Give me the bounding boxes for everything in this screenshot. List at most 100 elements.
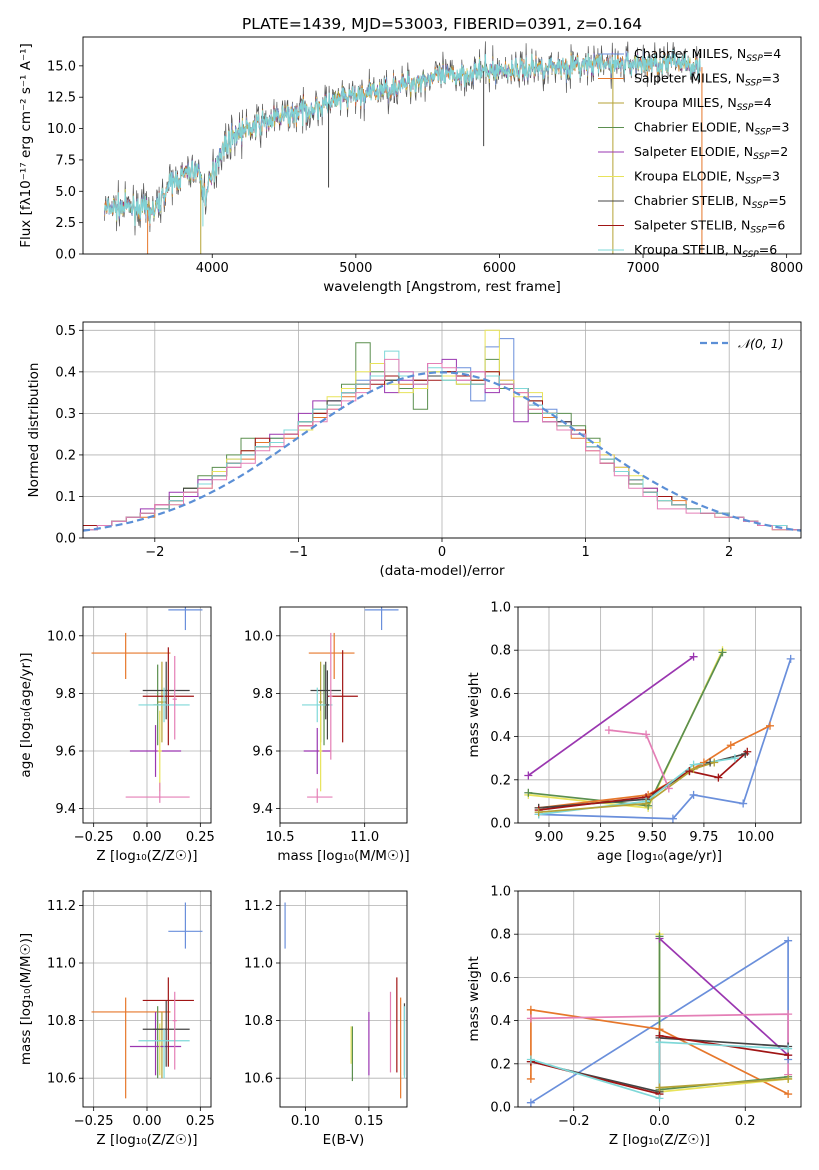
y-axis-label: age [log₁₀(age/yr)] [18,652,34,777]
y-tick-label: 7.5 [55,153,76,168]
series-marker [743,747,752,756]
x-axis-label: Z [log₁₀(Z/Z☉)] [96,1132,197,1148]
chart-age-vs-mass: 10.5 11.0 9.4 9.6 9.8 10.0 mass [log₁₀(M/M☉)] [244,606,410,864]
x-tick-label: 0.0 [649,1114,670,1129]
series-marker [526,1005,535,1014]
series-marker [524,771,533,780]
y-tick-label: 0.0 [55,532,76,547]
plot-area [91,607,203,803]
series-marker [642,799,651,808]
x-tick-label: −0.25 [74,830,114,845]
plot-frame [82,606,212,824]
series-line [658,934,789,1093]
x-tick-label: 0.25 [186,830,215,845]
series-marker [526,1098,535,1107]
chart-mass-vs-EBV: 0.10 0.15 10.6 10.8 11.0 11.2 E(B-V) [244,890,408,1148]
legend-label: Kroupa ELODIE, NSSP=3 [634,169,780,187]
series-marker [689,790,698,799]
series-marker [685,767,694,776]
x-axis-label: E(B-V) [323,1132,365,1148]
y-tick-label: 2.5 [55,216,76,231]
legend-label: Salpeter MILES, NSSP=3 [634,71,780,89]
plot-frame [82,36,802,255]
y-tick-label: 9.8 [55,687,76,702]
plot-area [284,902,406,1099]
series-line [659,1078,789,1089]
plot-area [103,41,703,254]
x-tick-label: 0.25 [186,1114,215,1129]
x-tick-label: 0.00 [133,830,162,845]
y-axis-label: mass [log₁₀(M/M☉)] [18,933,34,1065]
y-tick-label: 9.8 [252,687,273,702]
series-marker [726,741,735,750]
series-marker [689,652,698,661]
series-marker [784,1010,793,1019]
legend-label: Salpeter STELIB, NSSP=6 [634,218,785,236]
y-tick-label: 0.0 [490,817,511,832]
y-tick-label: 9.6 [55,745,76,760]
series-marker [526,1014,535,1023]
x-axis-label: (data-model)/error [379,563,505,579]
x-tick-label: 9.00 [535,830,564,845]
x-tick-label: 0.2 [735,1114,756,1129]
series-marker [668,814,677,823]
y-tick-label: 0.4 [55,365,76,380]
x-tick-label: 2 [725,545,733,560]
y-tick-label: 10.0 [47,122,76,137]
chart-massweight-vs-Z: −0.2 0.0 0.2 0.0 0.2 0.4 0.6 0.8 1.0 Z [log₁₀(Z/Z… [466,885,802,1148]
series-marker [784,936,793,945]
y-tick-label: 0.5 [55,324,76,339]
x-tick-label: −2 [145,545,164,560]
legend-label: Chabrier STELIB, NSSP=5 [634,193,787,211]
y-tick-label: 0.2 [490,1057,511,1072]
series-marker [739,799,748,808]
y-tick-label: 0.6 [490,971,511,986]
y-tick-label: 11.0 [244,957,273,972]
x-tick-label: 11.0 [350,830,379,845]
legend-label: Kroupa MILES, NSSP=4 [634,95,772,113]
series-marker [664,784,673,793]
x-tick-label: 9.75 [689,830,718,845]
y-tick-label: 0.4 [490,1014,511,1029]
series-marker [766,721,775,730]
y-tick-label: 0.4 [490,730,511,745]
plot-frame [279,606,408,824]
spectrum-line [103,48,701,226]
y-tick-label: 0.0 [55,248,76,263]
legend-label: Chabrier ELODIE, NSSP=3 [634,120,789,138]
legend-label: 𝒩(0, 1) [738,336,784,351]
x-tick-label: 6000 [483,261,516,276]
series-line [528,652,724,807]
y-axis-label: Flux [fλ10⁻¹⁷ erg cm⁻² s⁻¹ A⁻¹] [18,43,34,248]
y-tick-label: 10.8 [47,1014,76,1029]
y-tick-label: 11.2 [244,899,273,914]
histogram-series [83,358,801,538]
legend-label: Kroupa STELIB, NSSP=6 [634,242,777,260]
series-marker [604,726,613,735]
y-tick-label: 9.6 [252,745,273,760]
x-tick-label: 8000 [770,261,803,276]
y-axis-label: mass weight [466,956,482,1041]
y-tick-label: 9.4 [252,802,273,817]
series-marker [786,654,795,663]
series-marker [642,730,651,739]
y-tick-label: 1.0 [490,601,511,616]
series-marker [526,1074,535,1083]
y-axis-label: Normed distribution [26,363,42,498]
y-tick-label: 0.2 [490,773,511,788]
series-marker [655,1094,664,1103]
y-tick-label: 0.6 [490,687,511,702]
legend-label: Chabrier MILES, NSSP=4 [634,46,781,64]
y-tick-label: 5.0 [55,185,76,200]
y-tick-label: 0.1 [55,490,76,505]
series-marker [784,1074,793,1083]
plot-area [527,649,792,820]
series-marker [714,773,723,782]
legend-label: Salpeter ELODIE, NSSP=2 [634,144,788,162]
y-tick-label: 0.8 [490,644,511,659]
plot-frame [279,890,408,1108]
series-marker [689,765,698,773]
x-tick-label: 9.25 [586,830,615,845]
x-tick-label: −0.2 [558,1114,590,1129]
